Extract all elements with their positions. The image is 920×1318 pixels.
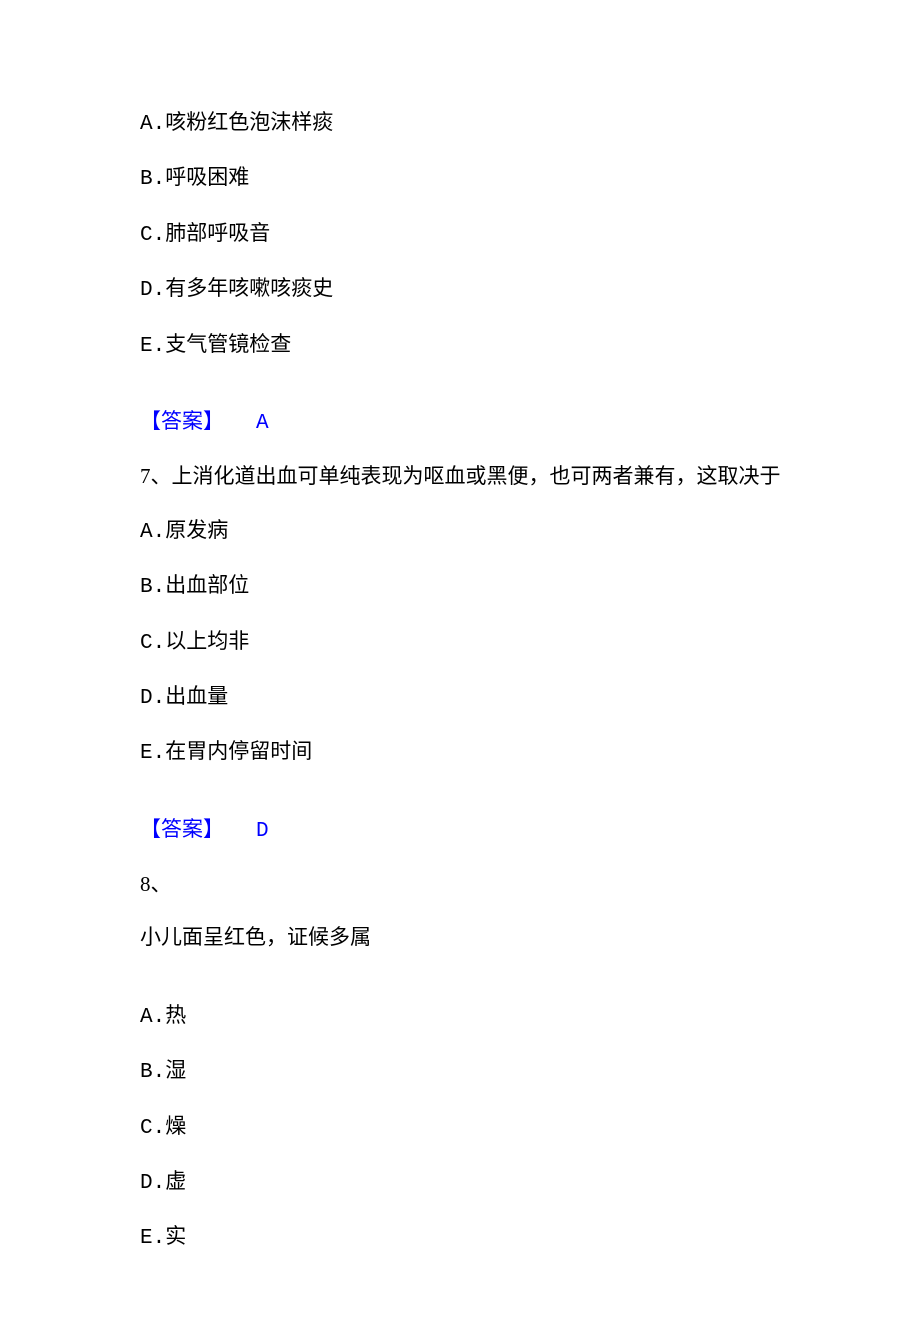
option-label: A. [140,113,165,136]
q6-answer: 【答案】 A [140,407,920,438]
q8-option-d: D.虚 [140,1167,920,1198]
question-text: 小儿面呈红色，证候多属 [140,925,371,949]
q7-answer: 【答案】 D [140,815,920,846]
q7-option-b: B.出血部位 [140,571,920,602]
option-text: 燥 [165,1114,186,1138]
answer-label: 【答案】 [140,817,224,841]
answer-label: 【答案】 [140,409,224,433]
q7-option-e: E.在胃内停留时间 [140,737,920,768]
option-text: 肺部呼吸音 [165,221,270,245]
option-text: 出血部位 [165,573,249,597]
option-text: 在胃内停留时间 [165,739,312,763]
q7-option-c: C.以上均非 [140,627,920,658]
q8-option-c: C.燥 [140,1112,920,1143]
option-text: 热 [165,1003,186,1027]
option-label: C. [140,1117,165,1140]
option-label: E. [140,1227,165,1250]
option-label: D. [140,279,165,302]
option-label: E. [140,742,165,765]
option-label: B. [140,1061,165,1084]
option-text: 咳粉红色泡沫样痰 [165,110,333,134]
option-label: A. [140,521,165,544]
option-label: B. [140,168,165,191]
option-label: D. [140,687,165,710]
option-label: C. [140,224,165,247]
option-label: C. [140,632,165,655]
answer-letter: A [256,412,270,435]
q8-option-a: A.热 [140,1001,920,1032]
option-text: 支气管镜检查 [165,332,291,356]
spacer [140,977,920,1001]
option-text: 原发病 [165,518,228,542]
option-text: 以上均非 [165,629,249,653]
option-label: A. [140,1006,165,1029]
q8-option-b: B.湿 [140,1056,920,1087]
option-text: 出血量 [165,684,228,708]
q6-option-c: C.肺部呼吸音 [140,219,920,250]
option-text: 呼吸困难 [165,165,249,189]
q6-option-b: B.呼吸困难 [140,163,920,194]
q8-number-line: 8、 [140,870,920,899]
question-text: 上消化道出血可单纯表现为呕血或黑便，也可两者兼有，这取决于 [172,464,781,488]
option-label: E. [140,335,165,358]
answer-letter: D [256,820,270,843]
option-text: 湿 [165,1058,186,1082]
question-number: 8、 [140,872,172,896]
question-number: 7、 [140,464,172,488]
q7-stem: 7、上消化道出血可单纯表现为呕血或黑便，也可两者兼有，这取决于 [140,462,920,491]
q6-option-e: E.支气管镜检查 [140,330,920,361]
option-label: B. [140,576,165,599]
option-text: 虚 [165,1169,186,1193]
q8-stem: 小儿面呈红色，证候多属 [140,923,920,952]
q6-option-d: D.有多年咳嗽咳痰史 [140,274,920,305]
option-text: 有多年咳嗽咳痰史 [165,276,333,300]
option-text: 实 [165,1224,186,1248]
q8-option-e: E.实 [140,1222,920,1253]
q6-option-a: A.咳粉红色泡沫样痰 [140,108,920,139]
option-label: D. [140,1172,165,1195]
q7-option-a: A.原发病 [140,516,920,547]
q7-option-d: D.出血量 [140,682,920,713]
